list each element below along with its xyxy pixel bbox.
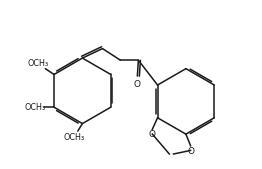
Text: O: O (149, 130, 156, 139)
Text: OCH₃: OCH₃ (28, 59, 49, 68)
Text: O: O (187, 147, 194, 156)
Text: OCH₃: OCH₃ (24, 103, 46, 112)
Text: OCH₃: OCH₃ (63, 133, 85, 142)
Text: O: O (134, 80, 141, 89)
